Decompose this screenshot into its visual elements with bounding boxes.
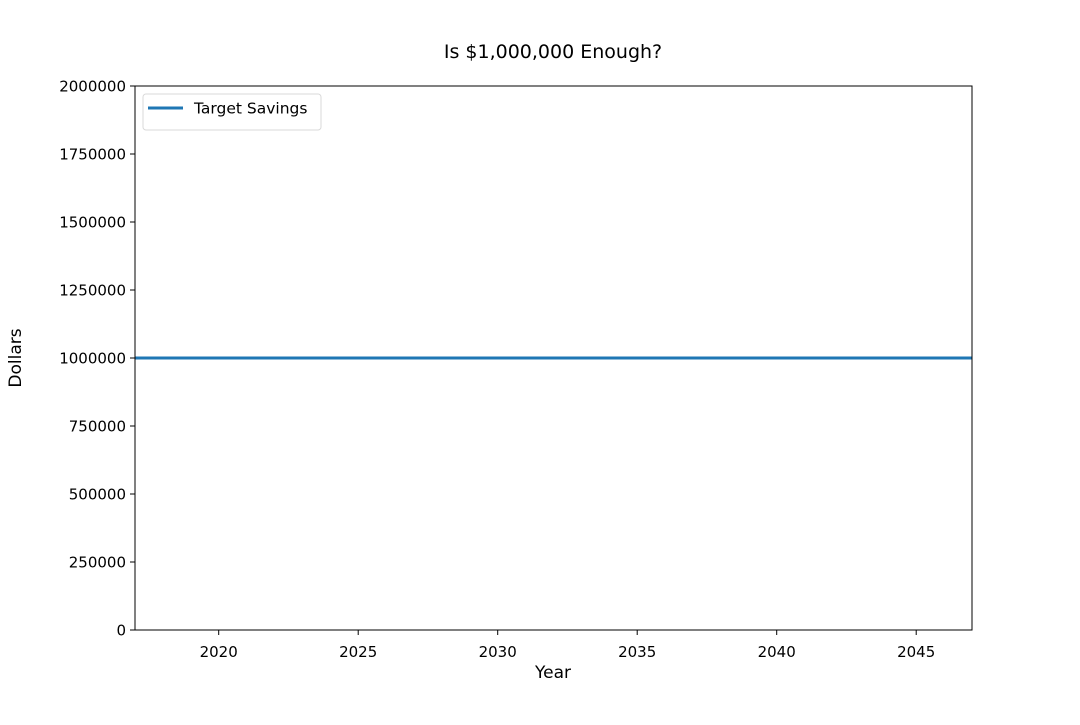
x-tick-label: 2035 [618, 643, 656, 661]
y-tick-label: 1500000 [59, 214, 126, 232]
y-tick-label: 250000 [69, 554, 126, 572]
legend-box [142, 93, 322, 131]
y-tick-label: 0 [116, 622, 126, 640]
y-tick-label: 1000000 [59, 350, 126, 368]
x-tick-label: 2040 [758, 643, 796, 661]
x-tick-label: 2020 [200, 643, 238, 661]
legend: Target Savings [142, 93, 322, 131]
y-tick-label: 1750000 [59, 146, 126, 164]
x-axis-label: Year [534, 663, 571, 683]
x-tick-label: 2025 [339, 643, 377, 661]
y-axis-label: Dollars [6, 328, 26, 387]
x-tick-label: 2030 [479, 643, 517, 661]
chart-title: Is $1,000,000 Enough? [444, 41, 662, 63]
y-axis: 0 250000 500000 750000 1000000 1250000 1500000… [59, 78, 135, 640]
y-tick-label: 500000 [69, 486, 126, 504]
x-tick-label: 2045 [897, 643, 935, 661]
y-tick-label: 1250000 [59, 282, 126, 300]
y-tick-label: 750000 [69, 418, 126, 436]
x-axis: 2020 2025 2030 2035 2040 2045 [200, 630, 935, 661]
legend-label: Target Savings [193, 100, 307, 118]
y-tick-label: 2000000 [59, 78, 126, 96]
